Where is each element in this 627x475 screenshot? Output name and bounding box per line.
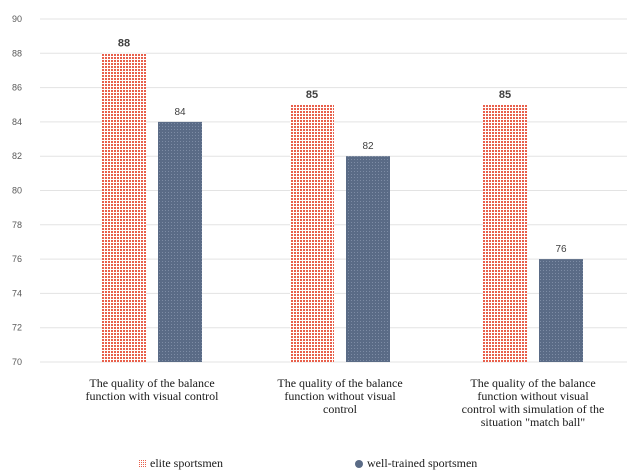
category-label-1-line-2: function with visual control [86, 389, 220, 403]
bar-elite-1 [102, 53, 146, 363]
y-tick-label: 74 [12, 288, 22, 298]
bar-well-trained-3 [539, 259, 583, 362]
y-tick-label: 82 [12, 151, 22, 161]
bar-well-trained-1 [158, 121, 202, 363]
data-label-elite-1: 88 [118, 37, 130, 49]
category-label-3-line-4: situation "match ball" [481, 415, 586, 429]
data-label-well-trained-2: 82 [362, 141, 374, 152]
y-tick-label: 84 [12, 117, 22, 127]
data-labels: 88 84 85 82 85 76 [118, 37, 567, 255]
category-label-3-line-3: control with simulation of the [462, 402, 605, 416]
legend-label-well-trained: well-trained sportsmen [367, 456, 478, 470]
legend-item-well-trained: well-trained sportsmen [355, 456, 477, 471]
category-label-3-line-1: The quality of the balance [470, 376, 595, 390]
category-label-2-line-1: The quality of the balance [277, 376, 402, 390]
legend: elite sportsmen well-trained sportsmen [0, 456, 627, 474]
category-label-3-line-2: function without visual [477, 389, 589, 403]
bar-elite-2 [290, 104, 334, 362]
data-label-well-trained-1: 84 [174, 107, 186, 118]
legend-swatch-elite [138, 459, 146, 468]
category-label-1-line-1: The quality of the balance [89, 376, 214, 390]
y-tick-label: 72 [12, 323, 22, 333]
legend-swatch-well-trained [355, 459, 363, 468]
bars [102, 53, 583, 363]
y-tick-label: 80 [12, 186, 22, 196]
legend-label-elite: elite sportsmen [150, 456, 223, 470]
category-label-2-line-2: function without visual [284, 389, 396, 403]
legend-item-elite: elite sportsmen [138, 456, 223, 471]
y-tick-label: 90 [12, 14, 22, 24]
y-tick-label: 78 [12, 220, 22, 230]
y-tick-label: 70 [12, 357, 22, 367]
y-tick-label: 76 [12, 254, 22, 264]
data-label-well-trained-3: 76 [555, 244, 567, 255]
data-label-elite-2: 85 [306, 89, 318, 101]
bar-well-trained-2 [346, 156, 390, 362]
bar-elite-3 [483, 104, 527, 362]
y-axis-ticks: 70 72 74 76 78 80 82 84 86 88 90 [12, 14, 22, 367]
y-tick-label: 86 [12, 83, 22, 93]
data-label-elite-3: 85 [499, 89, 511, 101]
y-tick-label: 88 [12, 48, 22, 58]
category-label-2-line-3: control [323, 402, 358, 416]
